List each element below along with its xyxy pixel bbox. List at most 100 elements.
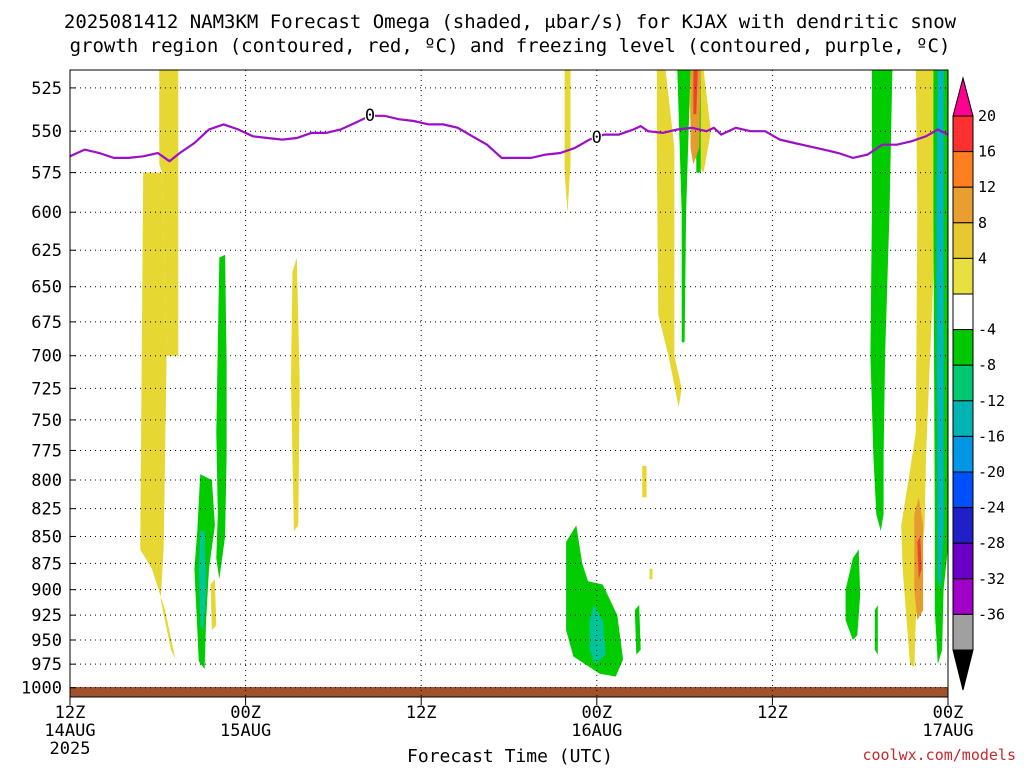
omega-regions xyxy=(140,70,948,677)
colorbar-label-6: -8 xyxy=(978,356,996,374)
y-tick-label-925: 925 xyxy=(31,606,62,626)
colorbar-cell-2 xyxy=(952,151,974,188)
y-tick-label-725: 725 xyxy=(31,379,62,399)
omega-region-green-cell-17aug xyxy=(845,549,861,640)
omega-region-yellow-narrow-top-16aug xyxy=(564,70,571,213)
freezing-level-label-0: 0 xyxy=(365,106,375,126)
x-tick-date-5: 17AUG xyxy=(922,721,973,741)
colorbar-label-10: -24 xyxy=(978,499,1005,517)
y-tick-label-600: 600 xyxy=(31,203,62,223)
colorbar-label-2: 12 xyxy=(978,178,996,196)
colorbar-cell-13 xyxy=(952,542,974,580)
omega-region-yellow-streak-16aug xyxy=(656,70,682,408)
freezing-level-label-bg-1 xyxy=(591,128,602,145)
colorbar-cell-10 xyxy=(952,435,974,473)
terrain-strip xyxy=(70,687,948,697)
plot-area: 00 xyxy=(69,69,949,698)
y-tick-label-825: 825 xyxy=(31,500,62,520)
omega-region-yellow-columns-17aug xyxy=(901,70,938,667)
colorbar-label-9: -20 xyxy=(978,463,1005,481)
credit-text: coolwx.com/models xyxy=(862,746,1016,764)
colorbar-cell-7 xyxy=(952,329,974,366)
colorbar-cell-14 xyxy=(952,578,974,615)
freezing-level-polyline xyxy=(69,114,949,163)
omega-region-orange-top-16aug xyxy=(690,70,701,165)
terrain-floor xyxy=(70,687,948,697)
omega-region-teal-cell-15aug xyxy=(198,531,207,631)
y-tick-label-525: 525 xyxy=(31,79,62,99)
colorbar-label-1: 16 xyxy=(978,143,996,161)
x-tick-date-3: 16AUG xyxy=(571,721,622,741)
colorbar-cell-6 xyxy=(952,293,974,331)
x-tick-label-1: 00Z xyxy=(230,703,261,723)
chart-subtitle: growth region (contoured, red, ºC) and f… xyxy=(70,35,951,57)
omega-region-green-small-17aug xyxy=(874,605,878,655)
plot-background xyxy=(70,70,948,697)
y-axis: 525 550 575 600 625 650 675 700 725 750 775 800 825 8… xyxy=(21,79,76,699)
omega-region-red-cell-17aug xyxy=(917,536,922,580)
y-tick-label-900: 900 xyxy=(31,581,62,601)
x-tick-date-0: 14AUG xyxy=(44,721,95,741)
x-tick-year-0: 2025 xyxy=(50,739,91,759)
omega-region-yellow-small-15aug xyxy=(210,579,217,631)
colorbar-label-4: 4 xyxy=(978,249,987,267)
x-tick-label-0: 12Z xyxy=(55,703,86,723)
omega-region-green-small-16aug xyxy=(634,605,641,655)
colorbar-label-13: -36 xyxy=(978,605,1005,623)
colorbar-label-3: 8 xyxy=(978,214,987,232)
colorbar: 20 16 12 8 4 -4 -8 -12 -16 -20 -24 -28 -32 -36 xyxy=(952,76,1005,691)
chart-title: 2025081412 NAM3KM Forecast Omega (shaded… xyxy=(64,11,957,33)
colorbar-label-0: 20 xyxy=(978,107,996,125)
omega-region-green-column-16aug xyxy=(677,70,691,343)
y-tick-label-750: 750 xyxy=(31,411,62,431)
x-tick-date-1: 15AUG xyxy=(220,721,271,741)
colorbar-cell-3 xyxy=(952,186,974,224)
omega-region-green-column-15aug xyxy=(216,254,227,580)
freezing-level-line: 00 xyxy=(69,106,949,163)
x-tick-label-4: 12Z xyxy=(757,703,788,723)
colorbar-cell-9 xyxy=(952,400,974,437)
plot-frame xyxy=(69,69,949,698)
colorbar-label-11: -28 xyxy=(978,534,1005,552)
y-tick-label-625: 625 xyxy=(31,241,62,261)
colorbar-cell-5 xyxy=(952,257,974,295)
colorbar-top-arrow xyxy=(952,76,974,117)
colorbar-label-12: -32 xyxy=(978,570,1005,588)
colorbar-cell-1 xyxy=(952,115,974,153)
omega-region-yellow-streak-top xyxy=(160,70,167,123)
y-tick-label-975: 975 xyxy=(31,655,62,675)
x-axis-label: Forecast Time (UTC) xyxy=(407,746,613,767)
colorbar-cell-4 xyxy=(952,222,974,259)
y-tick-label-650: 650 xyxy=(31,278,62,298)
colorbar-label-7: -12 xyxy=(978,392,1005,410)
omega-region-yellow-column-a xyxy=(140,172,176,660)
y-tick-label-775: 775 xyxy=(31,441,62,461)
freezing-level-label-1: 0 xyxy=(592,128,602,148)
y-tick-label-1000: 1000 xyxy=(21,679,62,699)
colorbar-cell-8 xyxy=(952,364,974,402)
omega-region-green-column-17aug xyxy=(870,70,893,531)
y-tick-label-700: 700 xyxy=(31,347,62,367)
y-tick-label-575: 575 xyxy=(31,164,62,184)
colorbar-label-8: -16 xyxy=(978,427,1005,445)
omega-region-yellow-streak-15aug xyxy=(291,257,300,531)
omega-region-yellow-small-16aug-b xyxy=(642,465,647,498)
colorbar-cell-15 xyxy=(952,613,974,651)
omega-region-yellow-column-b xyxy=(159,70,179,356)
colorbar-label-5: -4 xyxy=(978,321,996,339)
x-tick-label-5: 00Z xyxy=(933,703,964,723)
colorbar-cell-12 xyxy=(952,507,974,544)
omega-region-yellow-small-16aug-c xyxy=(649,568,653,580)
y-tick-label-675: 675 xyxy=(31,313,62,333)
y-tick-label-950: 950 xyxy=(31,631,62,651)
y-tick-label-850: 850 xyxy=(31,527,62,547)
colorbar-bottom-arrow xyxy=(952,649,974,691)
freezing-level-label-bg-0 xyxy=(364,106,375,123)
y-tick-label-875: 875 xyxy=(31,554,62,574)
omega-region-teal-column-17aug xyxy=(936,70,944,590)
omega-region-teal-cell-16aug xyxy=(589,605,606,665)
y-tick-label-550: 550 xyxy=(31,122,62,142)
x-tick-label-3: 00Z xyxy=(581,703,612,723)
